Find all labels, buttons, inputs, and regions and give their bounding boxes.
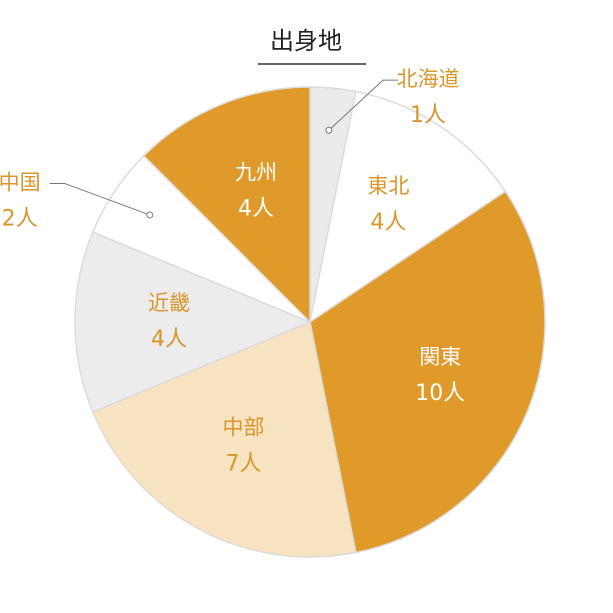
value-label: 4人	[238, 197, 274, 222]
slice-label: 中部	[223, 415, 265, 439]
value-label: 1人	[410, 103, 446, 128]
pie-slice	[91, 320, 357, 558]
value-label: 4人	[151, 327, 187, 352]
value-label: 10人	[415, 381, 465, 406]
value-label: 2人	[2, 206, 38, 231]
pie-slice	[142, 86, 311, 324]
leader-line	[49, 182, 150, 216]
slice-label: 東北	[367, 174, 409, 198]
slice-label: 北海道	[397, 67, 460, 91]
value-label: 4人	[370, 210, 406, 235]
chart-title: 出身地	[270, 27, 342, 55]
leader-dot	[325, 126, 333, 134]
pie-slice	[308, 90, 507, 324]
pie-slice	[74, 231, 312, 413]
leader-line	[328, 79, 399, 131]
slice-label: 九州	[235, 161, 277, 185]
slice-label: 中国	[0, 170, 41, 194]
slice-label: 近畿	[148, 291, 190, 315]
leader-dot	[146, 211, 154, 219]
value-label: 7人	[226, 451, 262, 476]
slice-label: 関東	[419, 345, 461, 369]
pie-slice	[309, 190, 546, 554]
